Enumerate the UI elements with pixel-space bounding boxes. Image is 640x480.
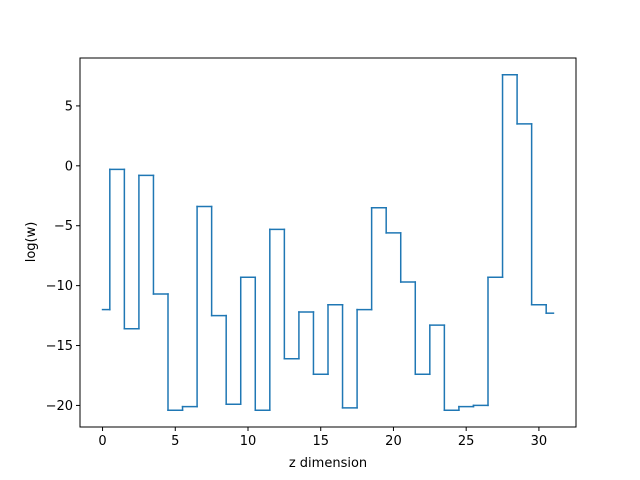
axes-frame bbox=[79, 57, 577, 428]
x-tick-label: 25 bbox=[458, 434, 475, 449]
y-axis-label: log(w) bbox=[24, 222, 39, 263]
x-tick-label: 15 bbox=[312, 434, 329, 449]
x-tick-label: 30 bbox=[531, 434, 548, 449]
x-axis-label: z dimension bbox=[289, 456, 367, 471]
x-axis-ticks: 0 5 10 15 20 25 30 bbox=[98, 427, 547, 449]
y-tick-label: −20 bbox=[46, 399, 73, 414]
y-tick-label: −10 bbox=[46, 279, 73, 294]
y-tick-label: −15 bbox=[46, 339, 73, 354]
y-axis-ticks: −20 −15 −10 −5 0 5 bbox=[46, 99, 80, 414]
y-tick-label: −5 bbox=[54, 219, 73, 234]
x-tick-label: 0 bbox=[98, 434, 106, 449]
y-tick-label: 0 bbox=[65, 159, 73, 174]
data-marks bbox=[101, 74, 555, 411]
x-tick-label: 20 bbox=[385, 434, 402, 449]
x-tick-label: 10 bbox=[240, 434, 257, 449]
y-tick-label: 5 bbox=[65, 99, 73, 114]
x-tick-label: 5 bbox=[171, 434, 179, 449]
